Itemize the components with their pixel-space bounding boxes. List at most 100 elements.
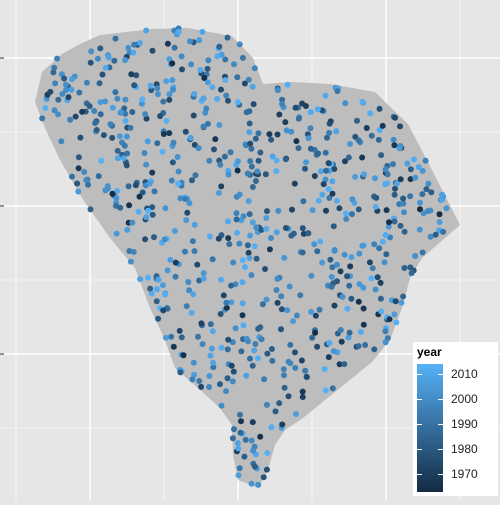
year-point — [175, 28, 182, 35]
legend-tick-mark — [417, 399, 422, 401]
year-point — [369, 265, 376, 272]
year-point — [189, 238, 196, 245]
year-point — [155, 315, 162, 322]
year-point — [141, 150, 148, 156]
year-point — [397, 123, 403, 130]
year-point — [299, 249, 306, 256]
year-point — [245, 198, 252, 205]
year-point — [312, 312, 319, 319]
year-point — [177, 195, 184, 202]
year-point — [58, 138, 65, 145]
year-point — [408, 270, 415, 277]
legend-tick-mark — [417, 374, 422, 376]
year-point — [96, 80, 103, 87]
year-point — [282, 225, 289, 231]
year-point — [216, 43, 223, 50]
year-point — [88, 48, 95, 55]
year-point — [228, 362, 235, 369]
year-point — [143, 115, 150, 122]
year-point — [223, 299, 230, 306]
year-point — [372, 286, 379, 293]
year-point — [311, 173, 318, 179]
year-point — [178, 53, 185, 60]
year-point — [308, 308, 315, 315]
year-point — [86, 103, 93, 110]
year-point — [366, 259, 373, 266]
year-point — [411, 156, 417, 163]
year-point — [305, 230, 312, 237]
year-point — [149, 47, 156, 54]
year-point — [298, 357, 305, 364]
year-point — [226, 241, 233, 248]
year-point — [376, 245, 383, 252]
year-point — [167, 256, 174, 263]
year-point — [169, 159, 176, 166]
year-point — [253, 224, 260, 231]
year-point — [330, 348, 337, 355]
year-point — [211, 146, 217, 153]
year-point — [236, 240, 243, 247]
year-point — [197, 67, 204, 73]
year-point — [195, 145, 202, 152]
year-point — [355, 298, 362, 305]
year-point — [218, 276, 224, 283]
year-point — [359, 154, 366, 161]
legend-label: 1980 — [451, 442, 478, 457]
year-point — [315, 197, 322, 204]
year-point — [258, 336, 265, 343]
year-point — [337, 327, 344, 333]
year-point — [326, 120, 333, 127]
year-point — [240, 213, 247, 220]
year-point — [377, 295, 384, 302]
year-point — [407, 166, 414, 173]
year-point — [146, 180, 153, 187]
year-point — [50, 69, 57, 76]
year-point — [195, 333, 201, 340]
year-point — [100, 132, 107, 139]
year-point — [384, 171, 391, 178]
year-point — [247, 158, 254, 165]
year-point — [227, 149, 234, 156]
year-point — [199, 28, 206, 35]
year-point — [142, 236, 149, 243]
year-point — [154, 286, 160, 293]
year-point — [436, 219, 443, 225]
year-point — [248, 163, 255, 170]
year-point — [188, 61, 195, 68]
year-point — [252, 341, 259, 347]
year-point — [224, 346, 231, 353]
year-point — [281, 384, 288, 391]
year-point — [200, 123, 207, 130]
year-point — [235, 445, 242, 452]
year-point — [262, 266, 268, 272]
year-point — [130, 248, 137, 255]
year-point — [275, 207, 282, 214]
year-point — [423, 186, 430, 193]
year-point — [251, 65, 258, 72]
year-point — [54, 55, 61, 62]
year-point — [191, 248, 198, 255]
year-point — [155, 276, 162, 283]
year-point — [302, 367, 309, 374]
year-point — [263, 466, 270, 473]
legend-label: 1990 — [451, 417, 478, 432]
year-point — [127, 258, 134, 265]
year-point — [329, 190, 336, 197]
year-point — [383, 251, 390, 258]
year-point — [337, 268, 344, 275]
year-point — [254, 168, 261, 175]
year-point — [234, 74, 241, 81]
year-point — [307, 109, 314, 116]
year-point — [206, 157, 213, 164]
year-point — [278, 326, 284, 333]
year-point — [376, 105, 383, 112]
year-point — [379, 238, 386, 245]
year-point — [204, 120, 211, 127]
year-point — [374, 274, 381, 281]
year-point — [300, 198, 307, 205]
year-point — [55, 111, 61, 118]
year-point — [131, 41, 138, 48]
year-point — [368, 132, 375, 139]
legend-label: 2000 — [451, 392, 478, 407]
year-point — [250, 447, 257, 454]
